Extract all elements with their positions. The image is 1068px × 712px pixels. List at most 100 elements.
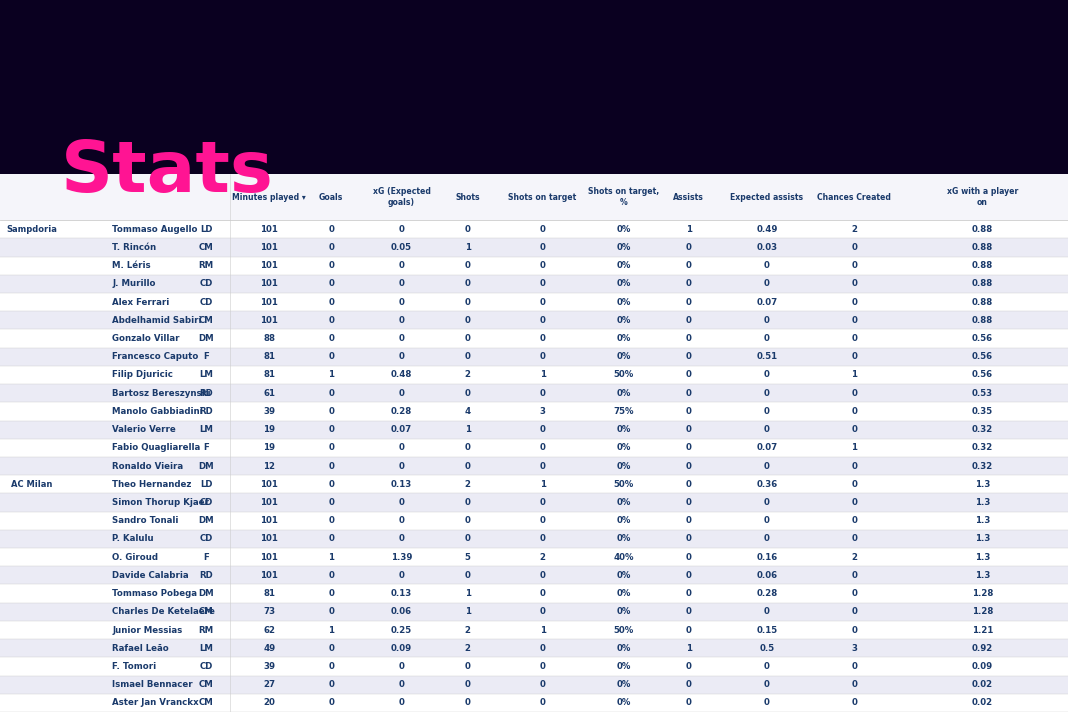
Bar: [0, 275, 1068, 293]
Text: 0.28: 0.28: [756, 589, 778, 598]
Text: 0.88: 0.88: [972, 298, 993, 307]
Text: 2: 2: [465, 370, 471, 379]
Text: 2: 2: [465, 644, 471, 653]
Text: 1.3: 1.3: [975, 535, 990, 543]
Text: 0.56: 0.56: [972, 352, 993, 361]
Text: J. Murillo: J. Murillo: [112, 279, 156, 288]
Text: 0: 0: [328, 680, 334, 689]
Text: Francesco Caputo: Francesco Caputo: [112, 352, 199, 361]
Text: 0.05: 0.05: [391, 243, 412, 252]
Text: 0: 0: [539, 316, 546, 325]
Text: 101: 101: [261, 279, 278, 288]
Text: 1: 1: [465, 425, 471, 434]
Text: 0: 0: [851, 407, 858, 416]
Text: 0: 0: [328, 589, 334, 598]
Text: 1: 1: [328, 553, 334, 562]
Text: 0%: 0%: [616, 516, 631, 525]
Text: O. Giroud: O. Giroud: [112, 553, 158, 562]
Text: 0%: 0%: [616, 607, 631, 617]
Text: Theo Hernandez: Theo Hernandez: [112, 480, 191, 488]
Text: 0: 0: [398, 680, 405, 689]
Text: 0: 0: [398, 389, 405, 398]
Text: 0: 0: [539, 662, 546, 671]
Text: 0: 0: [539, 425, 546, 434]
Text: 81: 81: [263, 589, 276, 598]
Text: 0.88: 0.88: [972, 243, 993, 252]
Bar: [0, 384, 1068, 402]
Text: DM: DM: [199, 516, 214, 525]
Text: 50%: 50%: [614, 626, 633, 634]
Text: 0: 0: [328, 498, 334, 507]
Text: 1: 1: [539, 370, 546, 379]
Text: 101: 101: [261, 298, 278, 307]
Text: F: F: [203, 352, 209, 361]
Text: 0: 0: [686, 316, 692, 325]
Text: Minutes played ▾: Minutes played ▾: [232, 193, 307, 201]
Text: 20: 20: [263, 698, 276, 708]
Text: 0: 0: [764, 425, 770, 434]
Text: 0: 0: [539, 225, 546, 234]
Text: LM: LM: [200, 370, 213, 379]
Text: 12: 12: [263, 461, 276, 471]
Text: 0: 0: [398, 261, 405, 270]
Text: RM: RM: [199, 626, 214, 634]
Text: 0: 0: [398, 352, 405, 361]
Text: 0%: 0%: [616, 389, 631, 398]
Text: 0: 0: [398, 516, 405, 525]
Bar: [0, 174, 1068, 220]
Text: M. Léris: M. Léris: [112, 261, 151, 270]
Text: Manolo Gabbiadini: Manolo Gabbiadini: [112, 407, 203, 416]
Text: 0%: 0%: [616, 279, 631, 288]
Text: 0: 0: [539, 571, 546, 580]
Text: RD: RD: [200, 389, 213, 398]
Text: 50%: 50%: [614, 480, 633, 488]
Text: 0: 0: [686, 334, 692, 343]
Text: RD: RD: [200, 407, 213, 416]
Text: 0: 0: [686, 626, 692, 634]
Text: 0.07: 0.07: [756, 444, 778, 452]
Text: 0: 0: [465, 535, 471, 543]
Text: 0: 0: [764, 370, 770, 379]
Text: 0: 0: [764, 407, 770, 416]
Text: 0%: 0%: [616, 261, 631, 270]
Text: Goals: Goals: [319, 193, 343, 201]
Text: Filip Djuricic: Filip Djuricic: [112, 370, 173, 379]
Text: 0: 0: [686, 243, 692, 252]
Text: 0: 0: [851, 389, 858, 398]
Text: 0: 0: [328, 607, 334, 617]
Text: 0: 0: [764, 662, 770, 671]
Text: 81: 81: [263, 370, 276, 379]
Text: 1: 1: [851, 444, 858, 452]
Text: LD: LD: [200, 225, 213, 234]
Text: 0: 0: [686, 535, 692, 543]
Bar: [0, 676, 1068, 693]
Text: 1.3: 1.3: [975, 516, 990, 525]
Text: 0: 0: [398, 334, 405, 343]
Text: 0: 0: [465, 444, 471, 452]
Text: CM: CM: [199, 680, 214, 689]
Text: 0.28: 0.28: [391, 407, 412, 416]
Text: 73: 73: [263, 607, 276, 617]
Text: 0.36: 0.36: [756, 480, 778, 488]
Text: xG with a player
on: xG with a player on: [947, 187, 1018, 207]
Text: 0.48: 0.48: [391, 370, 412, 379]
Text: 1.21: 1.21: [972, 626, 993, 634]
Text: 0%: 0%: [616, 425, 631, 434]
Text: 0: 0: [851, 589, 858, 598]
Text: 0: 0: [851, 571, 858, 580]
Text: 0.88: 0.88: [972, 261, 993, 270]
Text: 40%: 40%: [613, 553, 634, 562]
Bar: [0, 602, 1068, 621]
Text: 0: 0: [764, 334, 770, 343]
Text: Stats: Stats: [61, 137, 273, 206]
Text: Sampdoria: Sampdoria: [6, 225, 58, 234]
Text: 2: 2: [851, 225, 858, 234]
Text: 0: 0: [465, 571, 471, 580]
Text: 0: 0: [539, 461, 546, 471]
Text: 0: 0: [539, 261, 546, 270]
Text: T. Rincón: T. Rincón: [112, 243, 156, 252]
Text: 5: 5: [465, 553, 471, 562]
Text: 0: 0: [851, 607, 858, 617]
Text: Junior Messias: Junior Messias: [112, 626, 183, 634]
Text: RD: RD: [200, 571, 213, 580]
